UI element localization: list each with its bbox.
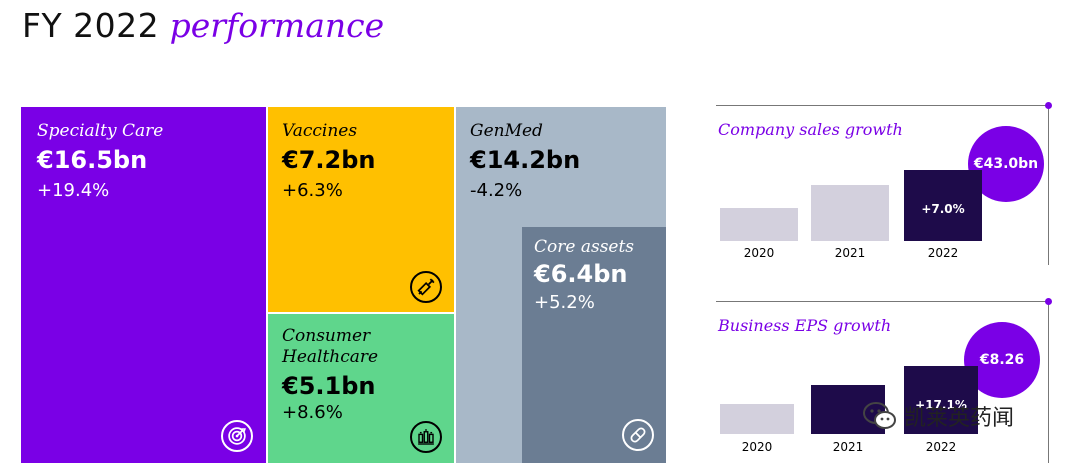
segment-change: +5.2% xyxy=(534,292,595,313)
tile-consumer-healthcare: Consumer Healthcare €5.1bn +8.6% xyxy=(268,314,454,463)
segment-change: -4.2% xyxy=(470,180,523,201)
segment-value: €14.2bn xyxy=(470,146,581,174)
eps-growth-panel: Business EPS growth €8.26 2020 2021 +17.1%… xyxy=(716,298,1052,464)
panel-dot xyxy=(1045,102,1052,109)
page-title: FY 2022 performance xyxy=(22,6,384,45)
products-icon xyxy=(410,421,442,453)
segment-value: €7.2bn xyxy=(282,146,376,174)
panel-title: Business EPS growth xyxy=(718,316,892,335)
segment-value: €5.1bn xyxy=(282,372,376,400)
syringe-icon xyxy=(410,271,442,303)
segment-name: Consumer Healthcare xyxy=(282,326,379,367)
x-tick-label: 2022 xyxy=(925,440,957,454)
watermark-text: 凯莱英药闻 xyxy=(904,406,1015,431)
sales-bar-chart: 2020 2021 +7.0% 2022 xyxy=(716,106,1049,266)
tile-specialty-care: Specialty Care €16.5bn +19.4% xyxy=(21,107,266,463)
bar-2020 xyxy=(720,208,798,241)
target-icon xyxy=(221,420,253,452)
x-tick-label: 2020 xyxy=(741,440,773,454)
segment-value: €16.5bn xyxy=(37,146,148,174)
bar-2021 xyxy=(811,385,885,434)
x-tick-label: 2021 xyxy=(834,246,866,260)
x-tick-label: 2022 xyxy=(927,246,959,260)
segment-value: €6.4bn xyxy=(534,260,628,288)
panel-title: Company sales growth xyxy=(718,120,903,139)
eps-bar-chart: 2020 2021 +17.1% 2022 xyxy=(716,302,1049,464)
segment-name: GenMed xyxy=(470,121,543,141)
sales-growth-panel: Company sales growth €43.0bn 2020 2021 +7.… xyxy=(716,102,1052,266)
bar-2021 xyxy=(811,185,889,241)
segment-change: +19.4% xyxy=(37,180,110,201)
title-performance: performance xyxy=(169,6,385,45)
x-tick-label: 2021 xyxy=(832,440,864,454)
segment-name: Specialty Care xyxy=(37,121,164,141)
watermark: 凯莱英药闻 xyxy=(862,400,1014,432)
growth-label: +17.1% xyxy=(915,397,967,412)
segment-change: +8.6% xyxy=(282,402,343,423)
tile-vaccines: Vaccines €7.2bn +6.3% xyxy=(268,107,454,312)
segment-change: +6.3% xyxy=(282,180,343,201)
x-tick-label: 2020 xyxy=(743,246,775,260)
wechat-icon xyxy=(862,401,898,431)
title-year: FY 2022 xyxy=(22,6,160,45)
tile-core-assets: Core assets €6.4bn +5.2% xyxy=(522,227,666,463)
growth-label: +7.0% xyxy=(921,201,965,216)
bar-2022: +7.0% xyxy=(904,169,982,241)
segment-name: Core assets xyxy=(534,237,635,257)
pill-icon xyxy=(622,419,654,451)
segment-name: Vaccines xyxy=(282,121,358,141)
bar-2022: +17.1% xyxy=(904,365,978,434)
panel-dot xyxy=(1045,298,1052,305)
bar-2020 xyxy=(720,403,794,434)
